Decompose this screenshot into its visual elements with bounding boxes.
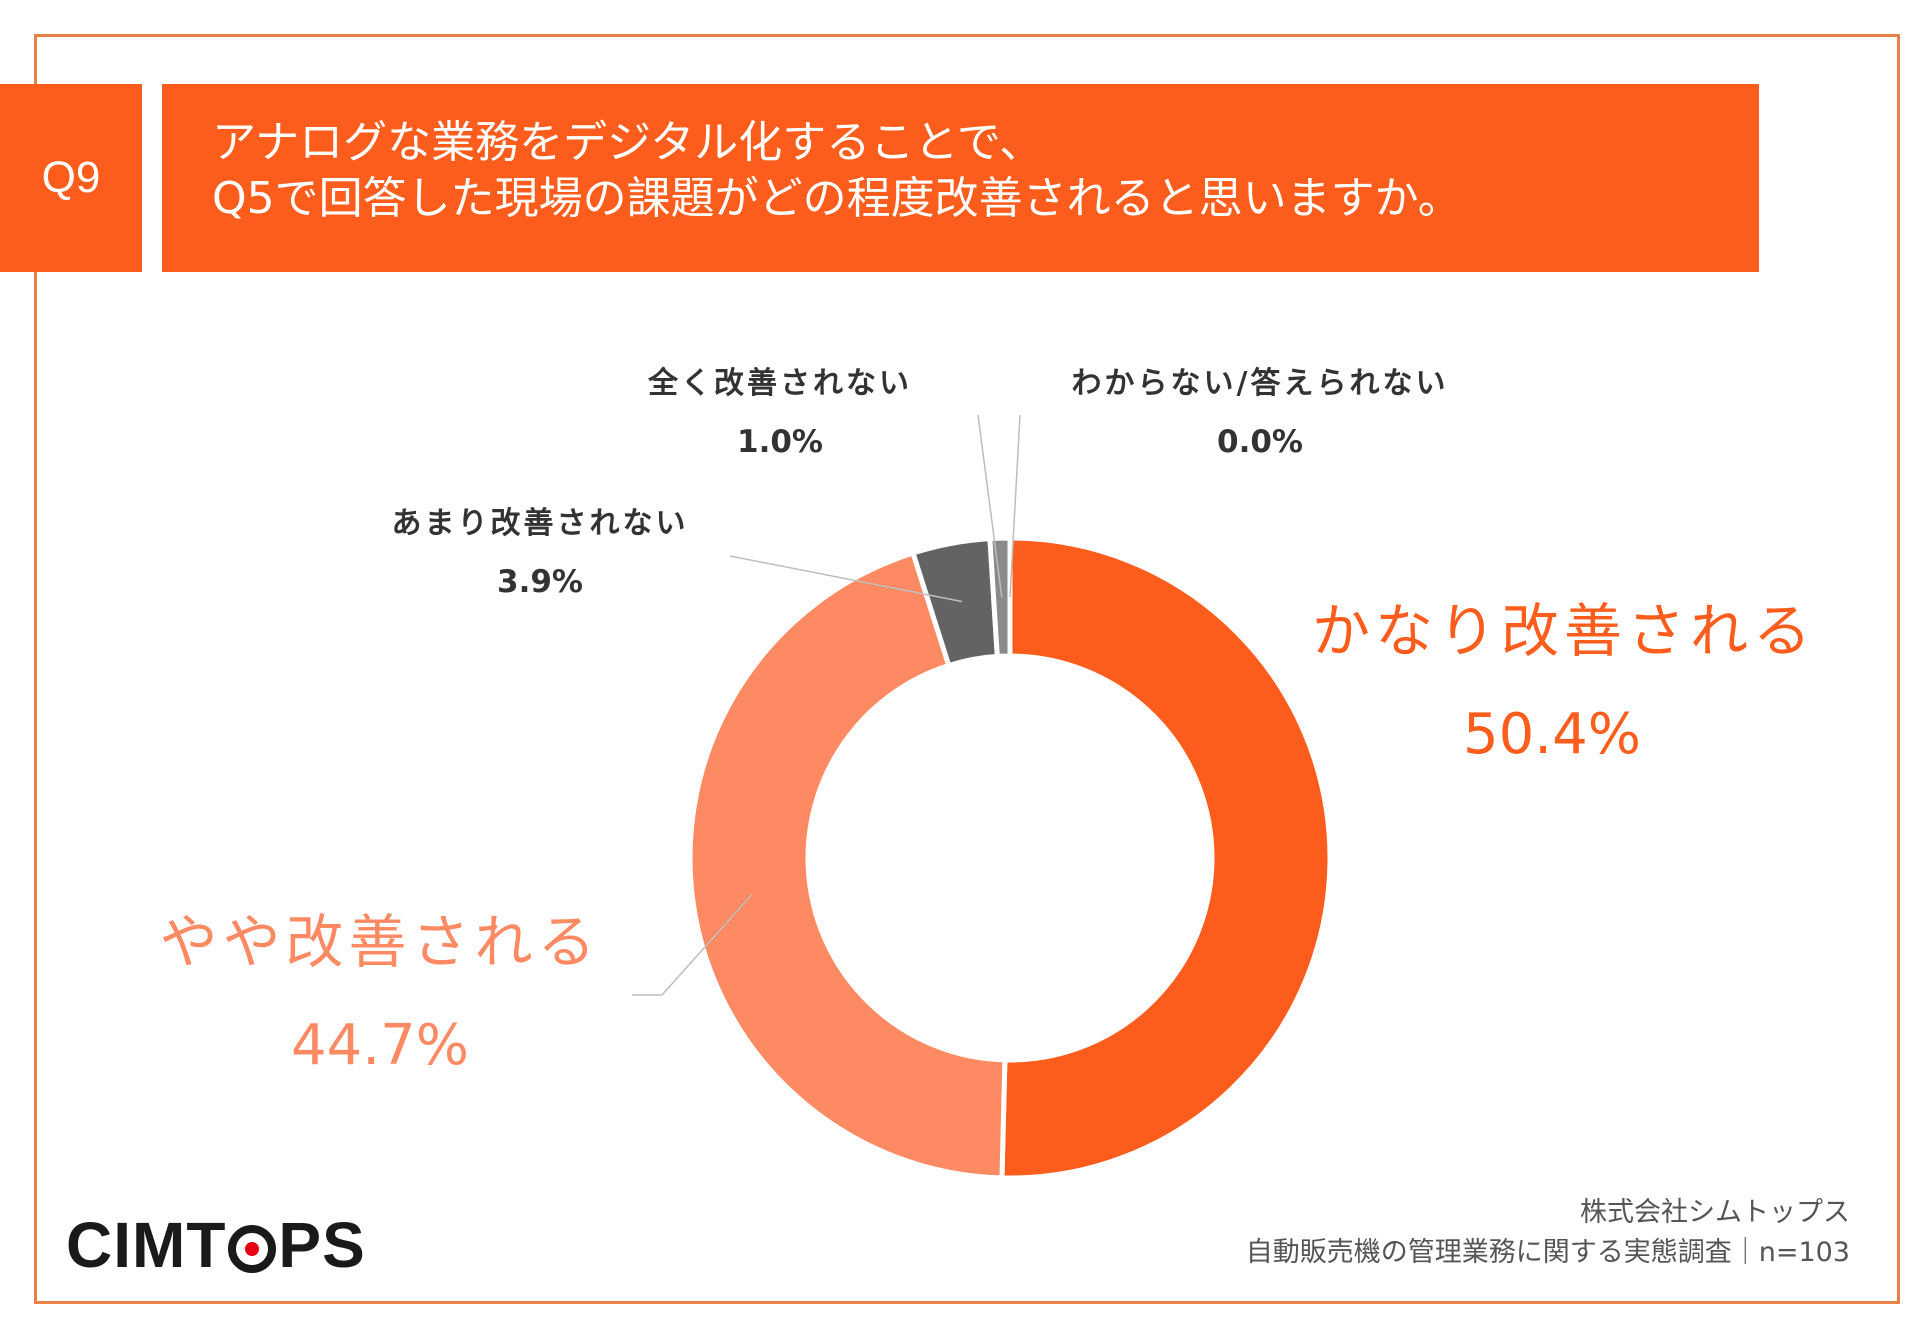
donut-slice-0 [999,535,1333,1181]
slice-percent: 1.0% [737,424,823,460]
logo-text-right: PS [278,1209,366,1281]
slice-percent: 3.9% [497,564,583,600]
slice-label: 全く改善されない [648,366,912,401]
question-line-2: Q5で回答した現場の課題がどの程度改善されると思いますか。 [212,173,1462,224]
leader-line-3 [977,414,1003,598]
cimtops-logo: CIMT PS [66,1213,366,1277]
source-company: 株式会社シムトップス [1580,1197,1850,1228]
label-amari: あまり改善されない 3.9% [340,504,740,602]
donut-slice-3 [987,535,1013,660]
slice-label: かなり改善される [1312,597,1817,665]
slice-percent: 50.4% [1463,702,1641,767]
leader-line-4 [1009,414,1021,598]
slice-label: あまり改善されない [391,506,689,541]
leader-line-2 [729,555,963,603]
slice-percent: 44.7% [291,1013,469,1078]
slice-label: わからない/答えられない [1071,366,1449,401]
question-number-badge: Q9 [0,84,142,272]
label-wakaranai: わからない/答えられない 0.0% [1040,364,1480,462]
question-line-1: アナログな業務をデジタル化することで、 [212,117,1044,168]
label-kanari: かなり改善される 50.4% [1312,596,1817,770]
question-number: Q9 [41,153,101,202]
leader-line-1 [632,894,753,996]
source-note: 株式会社シムトップス 自動販売機の管理業務に関する実態調査｜n=103 [1246,1193,1850,1273]
label-yaya: やや改善される 44.7% [140,907,620,1081]
label-mattaku: 全く改善されない 1.0% [580,364,980,462]
source-survey: 自動販売機の管理業務に関する実態調査｜n=103 [1245,1237,1850,1268]
logo-o-dot-icon [228,1225,277,1273]
question-banner: アナログな業務をデジタル化することで、 Q5で回答した現場の課題がどの程度改善さ… [162,84,1759,272]
slice-percent: 0.0% [1217,424,1303,460]
slide-frame [34,34,1900,1304]
slice-label: やや改善される [159,908,601,976]
logo-text-left: CIMT [66,1209,227,1281]
